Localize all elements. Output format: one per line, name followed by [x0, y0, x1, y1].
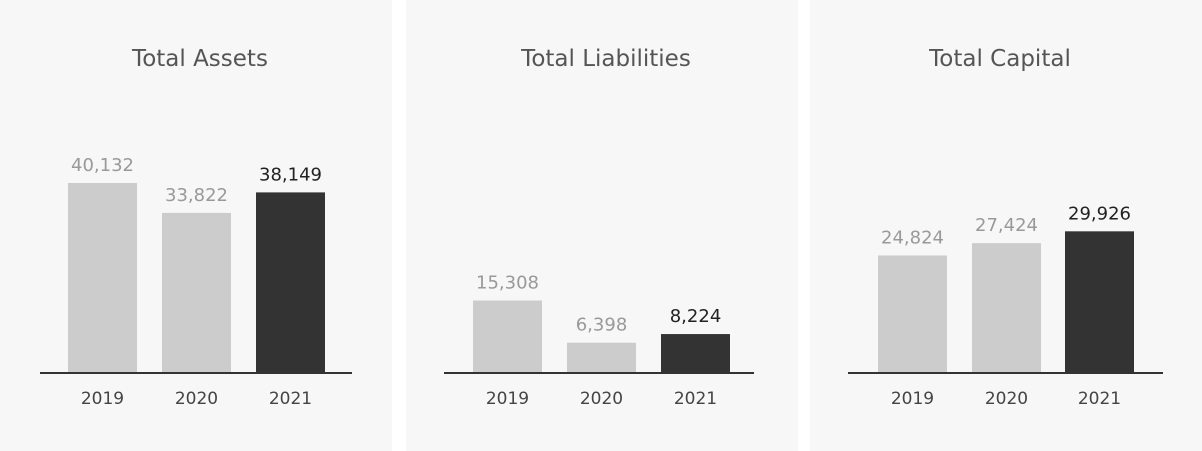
bar-2020	[972, 243, 1041, 373]
bar-group: 15,308 2019 6,398 2020 8,224 2021	[473, 273, 730, 409]
bar-2020	[162, 212, 231, 373]
x-tick-label-2021: 2021	[1078, 389, 1121, 409]
chart-panel-total-assets: Total Assets 40,132 2019 33,822 2020 38,149 2…	[0, 0, 392, 451]
chart-title: Total Liabilities	[520, 46, 691, 72]
bar-group: 24,824 2019 27,424 2020 29,926 2021	[878, 203, 1134, 409]
x-tick-label-2019: 2019	[486, 389, 529, 409]
bar-2021	[661, 334, 730, 373]
total-liabilities-chart: Total Liabilities 15,308 2019 6,398 2020 8,2…	[444, 46, 754, 409]
x-tick-label-2019: 2019	[81, 389, 124, 409]
total-assets-chart: Total Assets 40,132 2019 33,822 2020 38,149 2…	[40, 46, 352, 409]
bar-2019	[68, 183, 137, 373]
bar-2019	[878, 255, 947, 373]
data-label-2021: 29,926	[1068, 203, 1131, 224]
chart-panel-total-capital: Total Capital 24,824 2019 27,424 2020 29,926…	[810, 0, 1202, 451]
data-label-2019: 40,132	[71, 155, 134, 176]
bar-2021	[1065, 231, 1134, 373]
data-label-2021: 38,149	[259, 164, 322, 185]
x-tick-label-2020: 2020	[175, 389, 218, 409]
total-capital-chart: Total Capital 24,824 2019 27,424 2020 29,926…	[848, 46, 1163, 409]
chart-title: Total Assets	[131, 46, 268, 72]
bar-2020	[567, 342, 636, 373]
data-label-2019: 15,308	[476, 273, 539, 294]
x-tick-label-2021: 2021	[674, 389, 717, 409]
chart-panel-total-liabilities: Total Liabilities 15,308 2019 6,398 2020 8,2…	[406, 0, 798, 451]
data-label-2019: 24,824	[881, 227, 944, 248]
x-tick-label-2019: 2019	[891, 389, 934, 409]
data-label-2021: 8,224	[670, 306, 722, 327]
bar-2021	[256, 192, 325, 373]
data-label-2020: 27,424	[975, 215, 1038, 236]
chart-title: Total Capital	[928, 46, 1071, 72]
x-tick-label-2020: 2020	[580, 389, 623, 409]
x-tick-label-2021: 2021	[269, 389, 312, 409]
x-tick-label-2020: 2020	[985, 389, 1028, 409]
data-label-2020: 6,398	[576, 315, 628, 336]
data-label-2020: 33,822	[165, 185, 228, 206]
bar-2019	[473, 300, 542, 373]
bar-group: 40,132 2019 33,822 2020 38,149 2021	[68, 155, 325, 409]
